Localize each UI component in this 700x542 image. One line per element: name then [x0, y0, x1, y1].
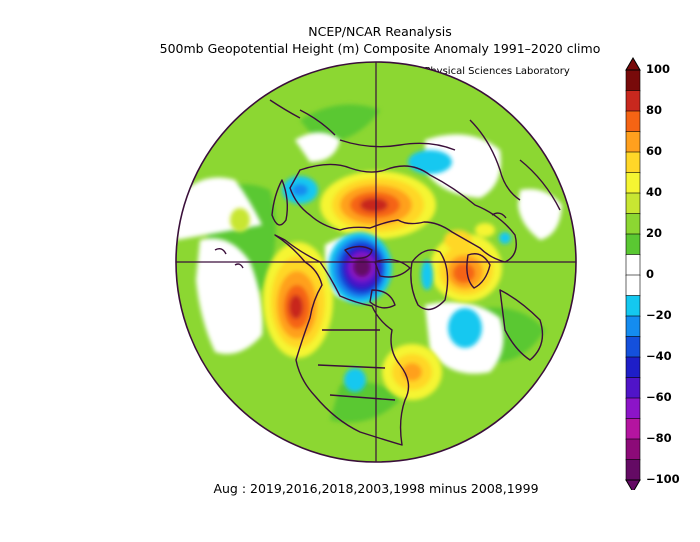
colorbar-tick-label: 0 [646, 267, 655, 281]
colorbar-swatch [625, 172, 641, 194]
colorbar-tick-label: −100 [646, 472, 680, 486]
credit-label: NOAA Physical Sciences Laboratory [392, 66, 570, 77]
chart-subtitle: 500mb Geopotential Height (m) Composite … [159, 41, 601, 56]
map-boundary [175, 61, 577, 463]
colorbar-top-arrow [625, 57, 641, 71]
colorbar-swatch [625, 459, 641, 481]
anomaly-field [176, 62, 576, 462]
colorbar-tick-label: −40 [646, 349, 672, 363]
colorbar-swatch [625, 418, 641, 440]
colorbar-swatch [625, 213, 641, 235]
colorbar-swatch [625, 397, 641, 420]
colorbar-swatch [625, 438, 641, 461]
colorbar-tick-label: −80 [646, 431, 672, 445]
colorbar-swatch [625, 233, 641, 256]
colorbar-swatches [625, 69, 641, 481]
colorbar-tick-label: 60 [646, 144, 663, 158]
colorbar-swatch [625, 192, 641, 215]
colorbar-swatch [625, 131, 641, 153]
colorbar-bottom-arrow [625, 479, 641, 490]
colorbar-tick-label: 100 [646, 62, 671, 76]
colorbar-swatch [625, 90, 641, 112]
colorbar [625, 57, 641, 490]
colorbar-swatch [625, 254, 641, 276]
colorbar-tick-label: 80 [646, 103, 663, 117]
colorbar-swatch [625, 69, 641, 92]
colorbar-swatch [625, 356, 641, 379]
colorbar-swatch [625, 151, 641, 174]
colorbar-tick-label: 20 [646, 226, 663, 240]
colorbar-swatch [625, 377, 641, 399]
colorbar-tick-label: −60 [646, 390, 672, 404]
composite-years-caption: Aug : 2019,2016,2018,2003,1998 minus 200… [213, 481, 539, 496]
colorbar-swatch [625, 295, 641, 317]
colorbar-tick-label: 40 [646, 185, 663, 199]
colorbar-swatch [625, 274, 641, 297]
colorbar-swatch [625, 110, 641, 133]
colorbar-swatch [625, 315, 641, 338]
positive-centers [230, 171, 502, 400]
coastlines [214, 99, 561, 446]
chart-title: NCEP/NCAR Reanalysis [308, 24, 452, 39]
colorbar-tick-label: −20 [646, 308, 672, 322]
colorbar-swatch [625, 336, 641, 358]
